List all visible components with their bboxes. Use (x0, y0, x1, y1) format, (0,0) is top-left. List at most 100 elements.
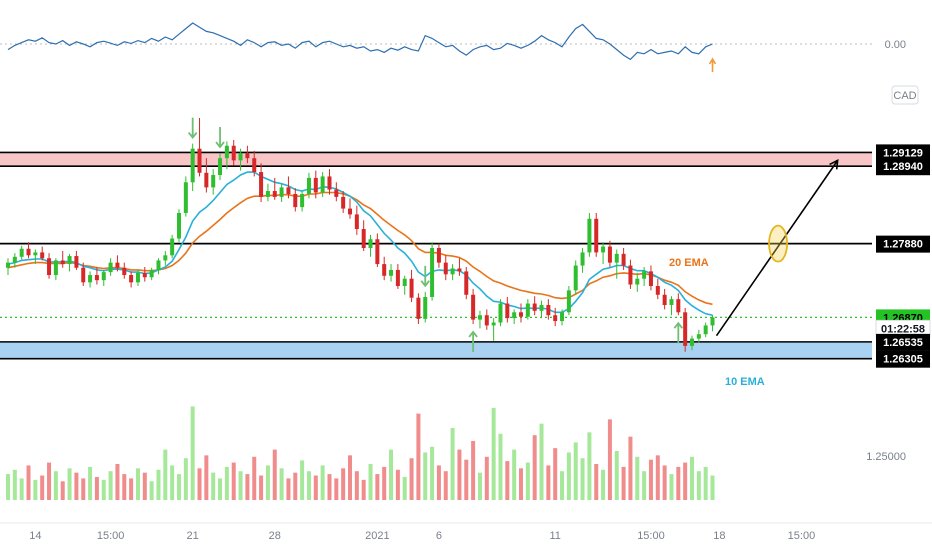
price-label-box (876, 144, 930, 162)
volume-bar (498, 433, 503, 500)
candle-body (47, 258, 52, 276)
candle-body (443, 262, 448, 275)
candle-body (628, 265, 633, 285)
volume-bar (614, 451, 619, 500)
volume-bar (197, 468, 202, 500)
volume-bar (375, 474, 380, 500)
volume-bar (327, 474, 332, 500)
signal-arrow-down (215, 127, 225, 149)
candle-body (409, 278, 414, 298)
volume-bar (402, 476, 407, 500)
candle-body (238, 153, 243, 161)
candle-body (662, 294, 667, 305)
volume-bar (6, 474, 10, 500)
candle-body (519, 312, 523, 317)
volume-bar (484, 456, 489, 500)
price-label-box (876, 235, 930, 253)
volume-bar (491, 407, 496, 500)
volume-bar (525, 462, 530, 500)
signal-arrow-down (187, 117, 198, 140)
candle-body (375, 239, 380, 265)
volume-bar (560, 471, 565, 500)
volume-bar (272, 449, 277, 500)
candle-body (293, 193, 298, 208)
candle-body (19, 248, 24, 257)
volume-bar (423, 452, 428, 500)
x-tick-label: 15:00 (788, 530, 816, 542)
candle-body (12, 256, 17, 263)
volume-bar (662, 465, 667, 500)
ema20-line (7, 191, 713, 306)
x-tick-label: 6 (436, 530, 442, 542)
volume-bar (211, 472, 216, 500)
candle-body (566, 290, 571, 313)
volume-bar (683, 462, 688, 500)
candle-body (491, 322, 496, 326)
volume-bar (53, 471, 58, 500)
volume-bar (259, 475, 264, 500)
candle-body (573, 265, 578, 291)
volume-bar (354, 471, 359, 500)
volume-bar (74, 472, 79, 500)
candle-body (142, 272, 147, 278)
volume-bar (532, 435, 537, 500)
candle-body (231, 145, 236, 161)
ema20-label: 20 EMA (669, 257, 709, 269)
candle-body (607, 246, 612, 263)
volume-bar (348, 455, 352, 500)
volume-bar (477, 472, 482, 500)
candle-body (450, 268, 455, 275)
candle-body (402, 278, 407, 286)
candle-body (53, 260, 58, 276)
volume-bar (655, 455, 660, 500)
candle-body (306, 177, 311, 194)
candle-body (204, 172, 209, 188)
volume-bar (546, 465, 551, 500)
signal-arrow-up (673, 321, 684, 344)
volume-bar (320, 465, 325, 500)
candle-body (156, 260, 161, 270)
candle-body (354, 214, 359, 230)
volume-bar (443, 471, 448, 500)
candle-body (211, 174, 216, 188)
candle-body (525, 303, 530, 317)
volume-bar (505, 461, 510, 500)
volume-bar (224, 466, 229, 500)
price-label: 1.25000 (866, 451, 906, 463)
candle-body (614, 253, 619, 263)
volume-bar (580, 458, 585, 500)
candle-body (252, 158, 257, 173)
candle-body (477, 315, 482, 320)
volume-bar (101, 479, 106, 500)
volume-bar (703, 466, 708, 500)
candle-body (436, 248, 441, 263)
candle-body (484, 315, 489, 326)
candle-body (703, 325, 708, 335)
candle-body (423, 296, 428, 319)
candle-body (464, 271, 469, 295)
volume-bar (190, 406, 195, 500)
volume-bar (361, 479, 366, 500)
candle-body (348, 208, 352, 215)
price-label: 1.26535 (883, 337, 923, 349)
projection-arrowhead (829, 158, 839, 170)
candle-body (149, 269, 154, 278)
volume-bar (416, 413, 421, 500)
candle-body (676, 299, 681, 313)
volume-bar (156, 469, 161, 500)
target-circle (768, 224, 788, 263)
candle-body (594, 218, 599, 253)
volume-bar (710, 475, 715, 500)
currency-badge (891, 85, 919, 105)
candle-body (74, 256, 79, 268)
volume-bar (573, 442, 578, 500)
volume-bar (607, 419, 612, 500)
projection-line (715, 159, 839, 337)
price-label: 1.27880 (883, 239, 923, 251)
volume-bar (471, 440, 476, 500)
x-tick-label: 18 (713, 530, 725, 542)
volume-bar (265, 465, 270, 500)
candle-body (88, 275, 93, 283)
candle-body (361, 229, 366, 249)
currency-badge-text: CAD (893, 90, 916, 102)
